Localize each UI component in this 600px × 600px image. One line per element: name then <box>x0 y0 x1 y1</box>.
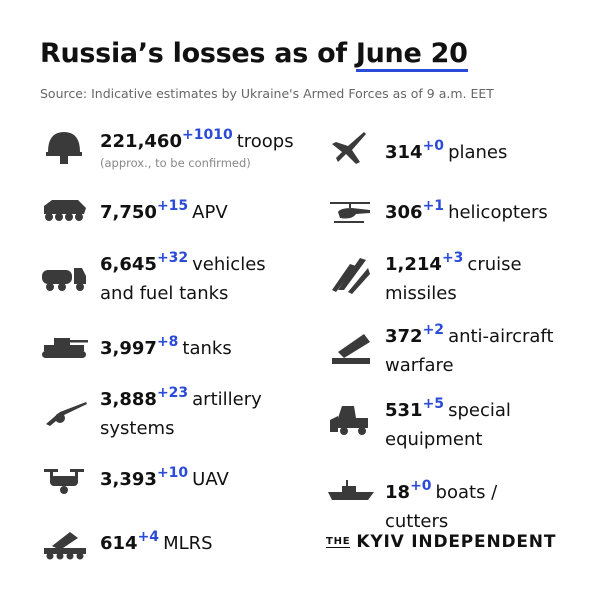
label: boats / cutters <box>385 482 498 532</box>
icon-missiles <box>332 258 370 294</box>
value: 3,393 <box>100 469 157 490</box>
icon-vehicles <box>42 268 86 291</box>
item: 614+4 MLRS <box>100 529 290 559</box>
delta: +10 <box>156 465 189 481</box>
icon-boat <box>328 480 374 500</box>
delta: +0 <box>410 478 432 494</box>
delta: +32 <box>156 250 189 266</box>
item: 7,750+15 APV <box>100 198 290 228</box>
label: artillery systems <box>100 389 262 439</box>
label: cruise missiles <box>385 254 522 304</box>
item: 3,888+23 artillery systems <box>100 385 290 442</box>
item: 3,393+10 UAV <box>100 465 290 495</box>
icon-tank <box>42 338 88 358</box>
label: planes <box>448 142 508 163</box>
value: 314 <box>385 142 423 163</box>
brand-the: THE <box>326 536 351 548</box>
item: 6,645+32 vehicles and fuel tanks <box>100 250 290 307</box>
item: 372+2 anti-aircraft warfare <box>385 322 557 379</box>
delta: +0 <box>422 138 445 154</box>
delta: +4 <box>137 529 160 545</box>
delta: +15 <box>156 198 189 214</box>
delta: +1010 <box>181 127 233 143</box>
label: MLRS <box>163 533 213 554</box>
source: Source: Indicative estimates by Ukraine'… <box>40 86 494 101</box>
label: anti-aircraft warfare <box>385 326 554 376</box>
delta: +5 <box>422 396 445 412</box>
label: APV <box>192 202 228 223</box>
brand: THE KYIV INDEPENDENT <box>326 532 556 552</box>
value: 614 <box>100 533 138 554</box>
value: 1,214 <box>385 254 442 275</box>
item: 3,997+8 tanks <box>100 334 290 364</box>
value: 3,888 <box>100 389 157 410</box>
icon-apv <box>44 200 86 221</box>
value: 18 <box>385 482 411 503</box>
delta: +1 <box>422 198 445 214</box>
item: 314+0 planes <box>385 138 557 168</box>
label: tanks <box>182 338 232 359</box>
value: 372 <box>385 326 423 347</box>
value: 306 <box>385 202 423 223</box>
icon-mlrs <box>44 532 86 560</box>
title-date: June 20 <box>355 38 468 72</box>
icon-plane <box>332 132 366 164</box>
value: 531 <box>385 400 423 421</box>
value: 3,997 <box>100 338 157 359</box>
icon-artillery <box>46 402 87 426</box>
brand-name: KYIV INDEPENDENT <box>356 532 557 552</box>
label: UAV <box>192 469 229 490</box>
label: helicopters <box>448 202 548 223</box>
item: 18+0 boats / cutters <box>385 478 557 535</box>
delta: +8 <box>156 334 179 350</box>
label: vehicles and fuel tanks <box>100 254 266 304</box>
delta: +2 <box>422 322 445 338</box>
note: (approx., to be confirmed) <box>100 156 251 170</box>
item: 306+1 helicopters <box>385 198 557 228</box>
icon-helicopter <box>330 202 370 223</box>
title-prefix: Russia’s losses as of <box>40 38 347 69</box>
value: 6,645 <box>100 254 157 275</box>
icon-uav <box>44 469 84 494</box>
value: 221,460 <box>100 131 182 152</box>
delta: +23 <box>156 385 189 401</box>
icon-special <box>330 406 368 435</box>
item: 1,214+3 cruise missiles <box>385 250 557 307</box>
value: 7,750 <box>100 202 157 223</box>
label: special equipment <box>385 400 511 450</box>
label: troops <box>236 131 294 152</box>
icon-antiaircraft <box>332 334 370 364</box>
title: Russia’s losses as of June 20 <box>40 38 468 72</box>
item: 531+5 special equipment <box>385 396 557 453</box>
item: 221,460+1010 troops (approx., to be confir… <box>100 127 294 170</box>
delta: +3 <box>441 250 464 266</box>
icon-helmet <box>46 132 82 164</box>
